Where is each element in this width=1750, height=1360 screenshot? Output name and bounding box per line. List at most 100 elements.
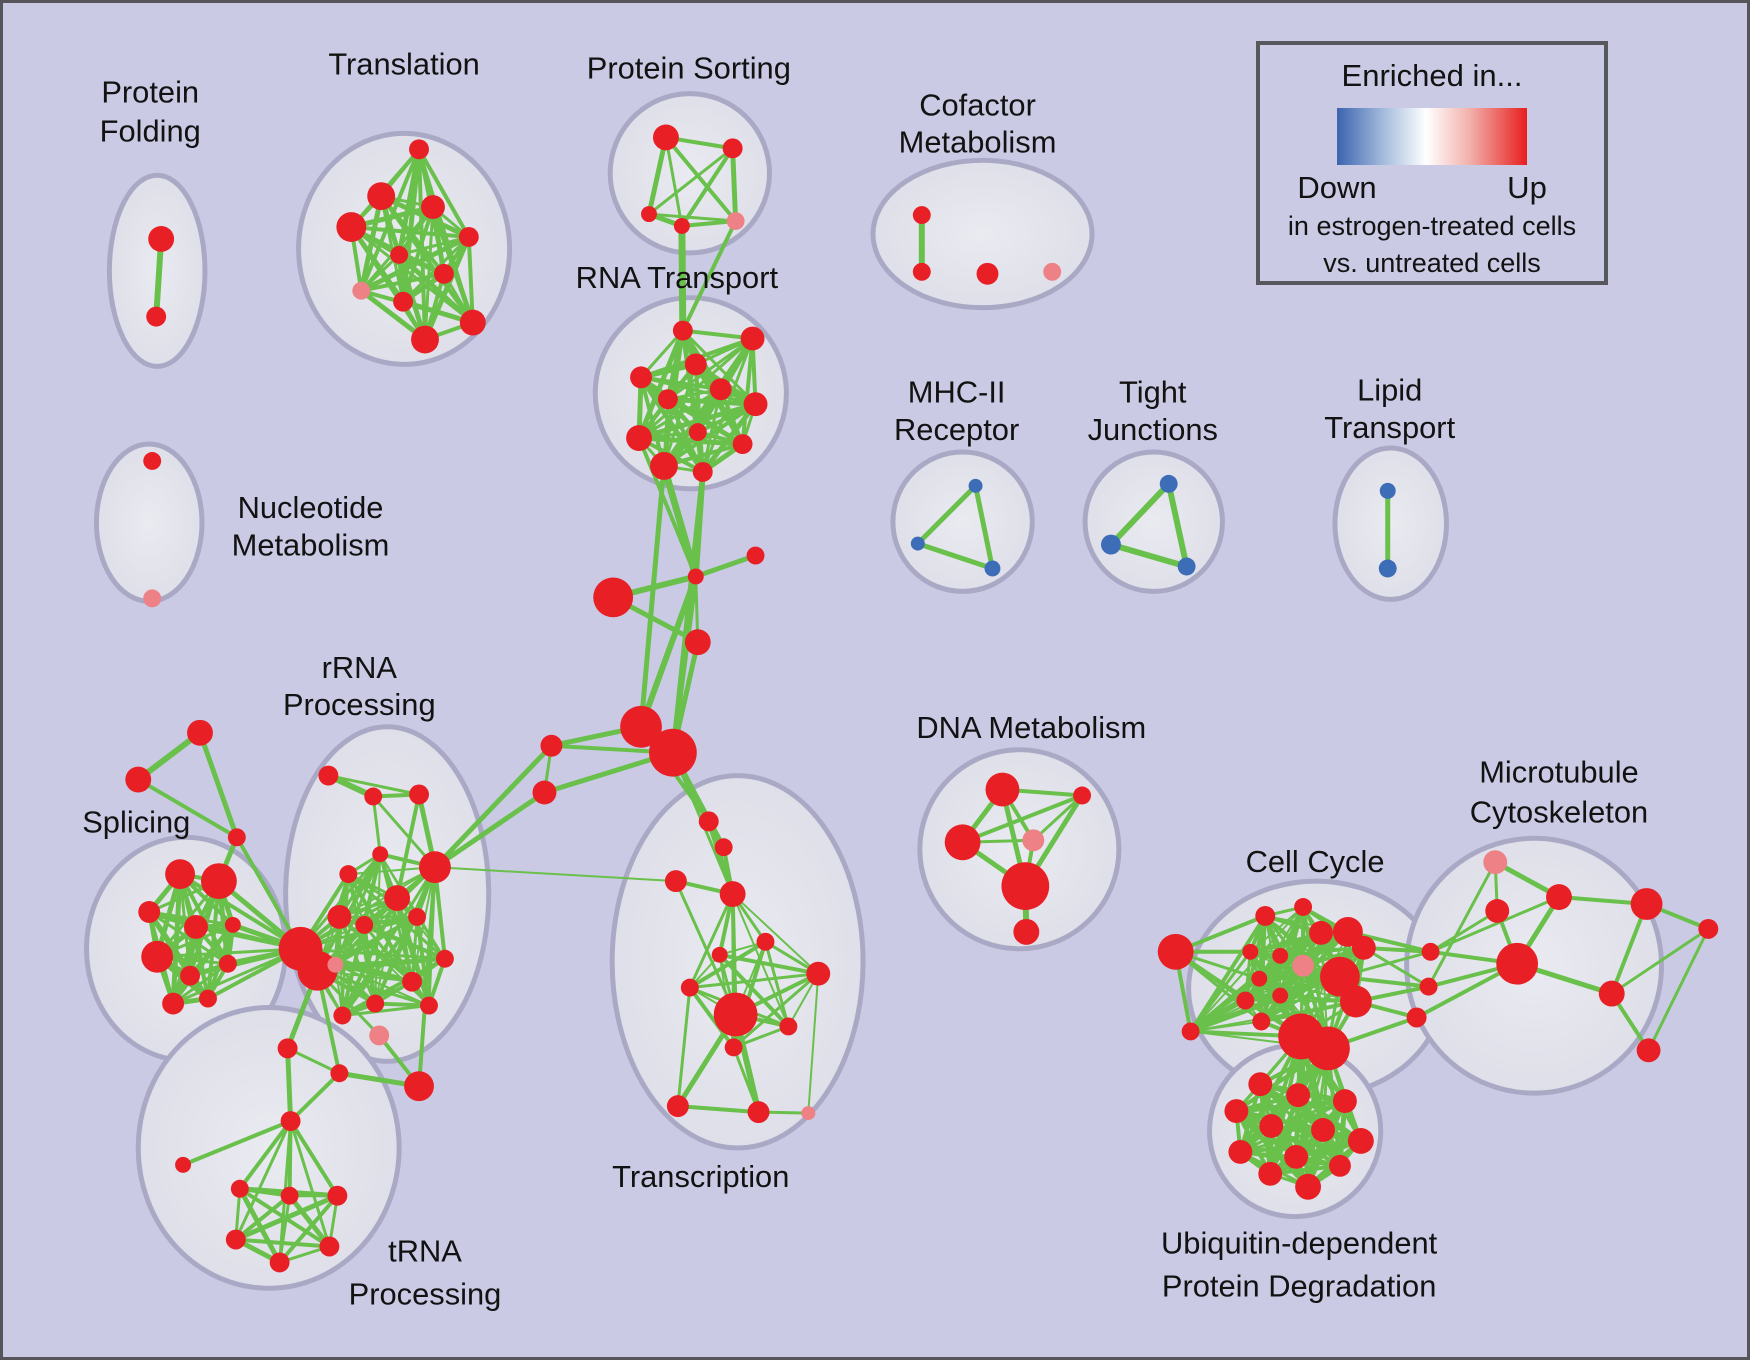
edge-J2-CC6 — [1362, 946, 1431, 989]
node-D5 — [1001, 862, 1050, 910]
node-S7 — [180, 965, 200, 986]
node-RT9 — [626, 425, 652, 452]
node-TR2 — [714, 838, 733, 857]
node-MH2 — [910, 536, 925, 551]
edge-U8-CC18 — [1237, 1045, 1331, 1155]
node-CN4 — [684, 629, 711, 656]
edge-M1-J2 — [1427, 860, 1497, 989]
node-U4 — [1224, 1099, 1249, 1124]
node-TN3 — [230, 1179, 249, 1198]
edge-T6-T10 — [396, 252, 476, 326]
edge-S6-HUBa — [155, 947, 303, 959]
node-CN5 — [620, 705, 662, 748]
edge-PS2-PS3 — [647, 146, 735, 216]
node-RT4 — [630, 366, 652, 389]
node-HUBb — [297, 950, 338, 991]
edge-R1-R3 — [326, 774, 421, 796]
node-RT6 — [657, 389, 678, 410]
edge-TN5-TN6 — [233, 1193, 340, 1243]
node-T6 — [390, 245, 409, 264]
edge-PS2-PS4 — [679, 146, 735, 229]
node-T2 — [367, 182, 396, 211]
node-PF2 — [146, 306, 167, 327]
node-TR6 — [711, 946, 728, 963]
edge-RT2-RT6 — [666, 337, 755, 401]
edge-MH1-MH2 — [915, 483, 979, 547]
node-RT1 — [672, 320, 693, 341]
cluster-lipid-transport-label: Lipid Transport — [1324, 372, 1455, 445]
node-CC13 — [1236, 991, 1255, 1010]
edge-MH2-MH3 — [915, 541, 995, 571]
cluster-ubiquitin-degradation-label: Ubiquitin-dependent Protein Degradation — [1161, 1225, 1438, 1303]
edge-TR4-TR8 — [688, 892, 735, 990]
edge-T1-T5 — [417, 147, 471, 239]
edge-R16-HUBa — [299, 947, 447, 961]
node-U7 — [1347, 1128, 1374, 1154]
edge-U11-CC17 — [1268, 1034, 1304, 1176]
node-TN6 — [225, 1229, 246, 1250]
node-SPA — [187, 719, 213, 746]
edge-D2-D4 — [1031, 793, 1084, 842]
cluster-nucleotide-metabolism-label: Nucleotide Metabolism — [232, 489, 390, 562]
node-CC18 — [1306, 1026, 1350, 1071]
legend-caption-line1: in estrogen-treated cells — [1287, 211, 1577, 241]
edge-CN2-CN6 — [670, 573, 699, 756]
edge-PS3-PS5 — [647, 212, 738, 223]
node-S9 — [162, 992, 185, 1015]
node-PF1 — [148, 226, 175, 252]
node-R7 — [384, 885, 411, 911]
node-LT1 — [1379, 482, 1396, 499]
node-CC11 — [1320, 956, 1360, 997]
node-TR3 — [664, 870, 687, 893]
node-M4 — [1496, 942, 1539, 985]
cluster-protein-sorting-label: Protein Sorting — [587, 50, 791, 85]
node-S5 — [224, 916, 241, 933]
edge-TN3-TN8 — [237, 1186, 283, 1265]
node-RT5 — [709, 378, 732, 401]
cluster-tight-junctions-ellipse — [1082, 449, 1225, 594]
node-BR4 — [404, 1071, 434, 1102]
cluster-microtubule-cytoskeleton-label: Microtubule Cytoskeleton — [1470, 754, 1648, 829]
node-TR13 — [747, 1101, 770, 1124]
node-TN7 — [319, 1236, 340, 1257]
edge-RT11-CN5 — [638, 463, 667, 730]
node-CC1 — [1157, 933, 1194, 970]
node-TN4 — [280, 1186, 299, 1205]
node-U3 — [1332, 1089, 1357, 1114]
edge-TR8-TR11 — [687, 985, 736, 1050]
edge-TN1-TN7 — [289, 1119, 331, 1248]
edge-TR7-TR11 — [732, 972, 820, 1049]
edge-TN4-TN6 — [233, 1193, 292, 1242]
edge-T4-T5 — [349, 225, 471, 239]
legend-down-label: Down — [1297, 170, 1377, 205]
cluster-protein-sorting-ellipse — [607, 91, 772, 256]
node-RT10 — [732, 434, 753, 455]
cluster-labels: Protein Folding Translation Protein Sorting… — [82, 46, 1648, 1311]
node-S8 — [218, 954, 237, 973]
edge-RT1-RT9 — [636, 328, 686, 441]
edge-TR11-TR13 — [732, 1045, 761, 1114]
edge-CC10-CC16 — [1189, 977, 1261, 1033]
edge-RT9-RT10 — [636, 435, 746, 447]
node-S3 — [138, 901, 161, 923]
node-TR4 — [719, 881, 746, 907]
cluster-transcription-ellipse — [609, 773, 866, 1151]
node-CN3 — [746, 546, 765, 565]
node-CC5 — [1332, 916, 1363, 947]
node-TR8 — [680, 978, 699, 997]
node-R1 — [318, 765, 339, 786]
node-CC16 — [1181, 1022, 1200, 1041]
edge-M5-M6 — [1609, 902, 1649, 996]
edge-MH1-MH3 — [973, 483, 995, 571]
edge-C3-R6 — [432, 790, 547, 870]
legend-caption-line2: vs. untreated cells — [1323, 248, 1541, 278]
node-T3 — [421, 195, 445, 220]
edge-CC6-CC8 — [1278, 946, 1366, 958]
node-BR1 — [277, 1038, 298, 1059]
edge-SPB-SPC — [136, 777, 239, 840]
node-J2 — [1419, 977, 1438, 996]
legend-title: Enriched in... — [1341, 58, 1523, 93]
edge-TR12-TR13 — [675, 1104, 761, 1115]
edge-TR6-TR7 — [717, 952, 821, 976]
